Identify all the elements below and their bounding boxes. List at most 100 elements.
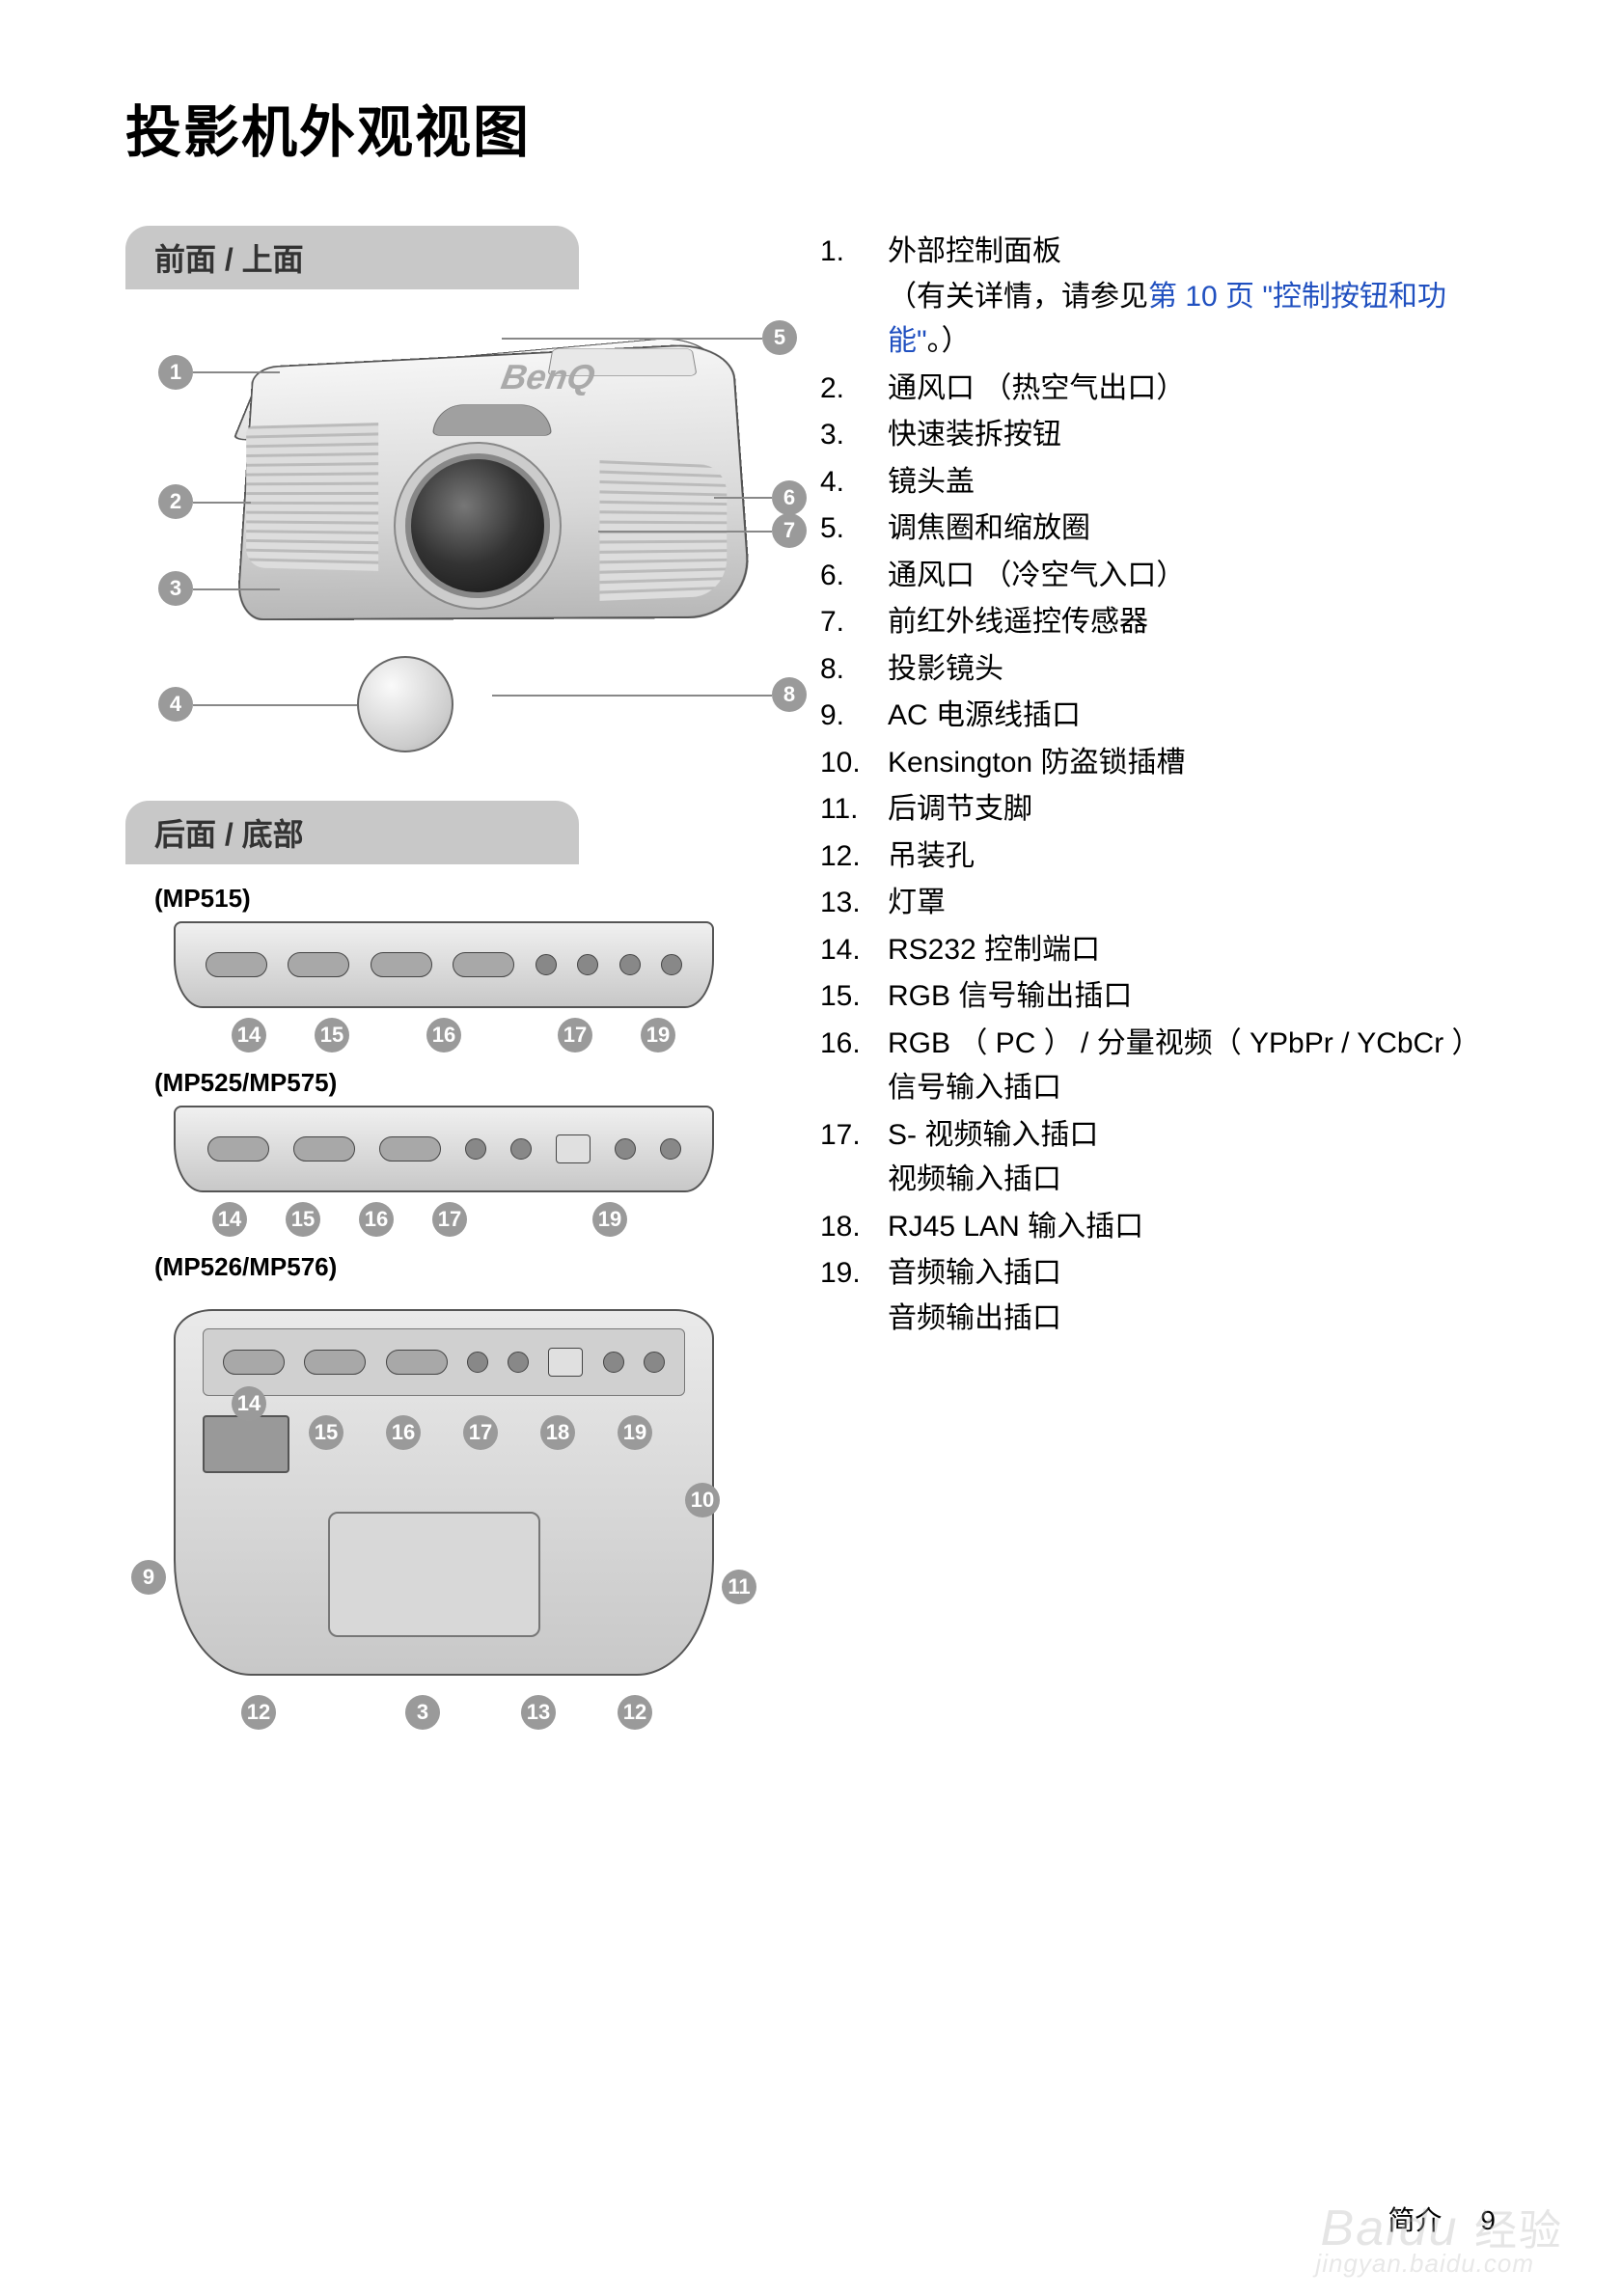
feature-item: 15.RGB 信号输出插口 (820, 974, 1496, 1020)
callout-b15: 15 (309, 1415, 343, 1450)
feature-num: 1. (820, 230, 888, 365)
callout-2: 2 (158, 484, 193, 519)
model-label-3: (MP526/MP576) (154, 1252, 782, 1282)
feature-item: 7.前红外线遥控传感器 (820, 600, 1496, 645)
callout-1: 1 (158, 355, 193, 390)
feature-link[interactable]: 第 10 页 "控制按钮和功能" (888, 281, 1446, 358)
watermark-sub: jingyan.baidu.com (1315, 2249, 1534, 2279)
feature-num: 10. (820, 741, 888, 786)
feature-text: 灯罩 (888, 881, 1496, 926)
section-header-front: 前面 / 上面 (125, 226, 579, 289)
callout-15: 15 (315, 1018, 349, 1052)
right-column: 1.外部控制面板（有关详情，请参见第 10 页 "控制按钮和功能"。）2.通风口… (820, 226, 1496, 1734)
feature-text: RGB 信号输出插口 (888, 974, 1496, 1020)
feature-sub2: 音频输出插口 (888, 1297, 1496, 1342)
section-header-rear: 后面 / 底部 (125, 801, 579, 864)
feature-item: 16.RGB （ PC ） / 分量视频（ YPbPr / YCbCr ）信号输… (820, 1022, 1496, 1111)
feature-text: RGB （ PC ） / 分量视频（ YPbPr / YCbCr ）信号输入插口 (888, 1022, 1496, 1111)
feature-item: 19.音频输入插口音频输出插口 (820, 1251, 1496, 1341)
feature-text: S- 视频输入插口视频输入插口 (888, 1113, 1496, 1203)
feature-item: 10.Kensington 防盗锁插槽 (820, 741, 1496, 786)
focus-ring (432, 404, 552, 435)
vent-left (246, 423, 378, 571)
feature-num: 8. (820, 647, 888, 693)
feature-item: 4.镜头盖 (820, 460, 1496, 506)
ac-inlet (203, 1415, 289, 1473)
footer-page: 9 (1480, 2205, 1496, 2236)
feature-num: 9. (820, 694, 888, 739)
feature-text: 音频输入插口音频输出插口 (888, 1251, 1496, 1341)
callout-16b: 16 (359, 1202, 394, 1237)
callout-8: 8 (772, 677, 807, 712)
feature-num: 15. (820, 974, 888, 1020)
callout-19: 19 (641, 1018, 675, 1052)
callout-19b: 19 (592, 1202, 627, 1237)
callout-row-2: 14 15 16 17 19 (174, 1192, 782, 1241)
callout-17: 17 (558, 1018, 592, 1052)
feature-item: 13.灯罩 (820, 881, 1496, 926)
feature-num: 19. (820, 1251, 888, 1341)
feature-item: 8.投影镜头 (820, 647, 1496, 693)
front-diagram: BenQ 1 2 3 4 5 6 7 8 (125, 309, 782, 772)
feature-text: RS232 控制端口 (888, 928, 1496, 973)
feature-item: 18.RJ45 LAN 输入插口 (820, 1205, 1496, 1250)
model-label-1: (MP515) (154, 884, 782, 914)
feature-num: 14. (820, 928, 888, 973)
feature-sub2: 视频输入插口 (888, 1158, 1496, 1203)
footer-section: 简介 (1387, 2200, 1442, 2238)
brand-logo: BenQ (498, 357, 597, 397)
callout-b13: 13 (521, 1695, 556, 1730)
callout-b16: 16 (386, 1415, 421, 1450)
feature-num: 11. (820, 787, 888, 833)
feature-item: 5.调焦圈和缩放圈 (820, 506, 1496, 552)
callout-b17: 17 (463, 1415, 498, 1450)
feature-item: 17.S- 视频输入插口视频输入插口 (820, 1113, 1496, 1203)
callout-6: 6 (772, 480, 807, 515)
feature-num: 7. (820, 600, 888, 645)
lens-cap (357, 656, 453, 752)
callout-5: 5 (762, 320, 797, 355)
callout-14b: 14 (212, 1202, 247, 1237)
feature-list: 1.外部控制面板（有关详情，请参见第 10 页 "控制按钮和功能"。）2.通风口… (820, 230, 1496, 1341)
callout-3: 3 (158, 571, 193, 606)
feature-item: 12.吊装孔 (820, 834, 1496, 880)
callout-b3: 3 (405, 1695, 440, 1730)
lamp-cover (328, 1512, 540, 1637)
lens (405, 453, 550, 598)
callout-b9: 9 (131, 1560, 166, 1595)
callout-row-1: 14 15 16 17 19 (174, 1008, 782, 1056)
feature-text: 吊装孔 (888, 834, 1496, 880)
callout-17b: 17 (432, 1202, 467, 1237)
rear-panel-2 (174, 1106, 714, 1192)
feature-text: 通风口 （热空气出口） (888, 367, 1496, 412)
feature-num: 6. (820, 554, 888, 599)
callout-b11: 11 (722, 1570, 756, 1604)
feature-num: 17. (820, 1113, 888, 1203)
feature-text: 后调节支脚 (888, 787, 1496, 833)
callout-14: 14 (232, 1018, 266, 1052)
feature-text: 镜头盖 (888, 460, 1496, 506)
feature-item: 9.AC 电源线插口 (820, 694, 1496, 739)
callout-b19: 19 (618, 1415, 652, 1450)
page-footer: 简介 9 (1387, 2200, 1496, 2238)
feature-num: 4. (820, 460, 888, 506)
feature-item: 14.RS232 控制端口 (820, 928, 1496, 973)
feature-text: 调焦圈和缩放圈 (888, 506, 1496, 552)
page-title: 投影机外观视图 (125, 87, 1496, 168)
feature-num: 5. (820, 506, 888, 552)
feature-text: 快速装拆按钮 (888, 413, 1496, 458)
callout-b14: 14 (232, 1386, 266, 1421)
feature-text: Kensington 防盗锁插槽 (888, 741, 1496, 786)
model-label-2: (MP525/MP575) (154, 1068, 782, 1098)
feature-item: 2.通风口 （热空气出口） (820, 367, 1496, 412)
feature-text: 通风口 （冷空气入口） (888, 554, 1496, 599)
feature-num: 3. (820, 413, 888, 458)
feature-sub: （有关详情，请参见第 10 页 "控制按钮和功能"。） (888, 275, 1496, 365)
feature-item: 1.外部控制面板（有关详情，请参见第 10 页 "控制按钮和功能"。） (820, 230, 1496, 365)
feature-item: 6.通风口 （冷空气入口） (820, 554, 1496, 599)
callout-4: 4 (158, 687, 193, 722)
callout-7: 7 (772, 513, 807, 548)
bottom-panel-strip (203, 1328, 685, 1396)
callout-b18: 18 (540, 1415, 575, 1450)
feature-text: 投影镜头 (888, 647, 1496, 693)
